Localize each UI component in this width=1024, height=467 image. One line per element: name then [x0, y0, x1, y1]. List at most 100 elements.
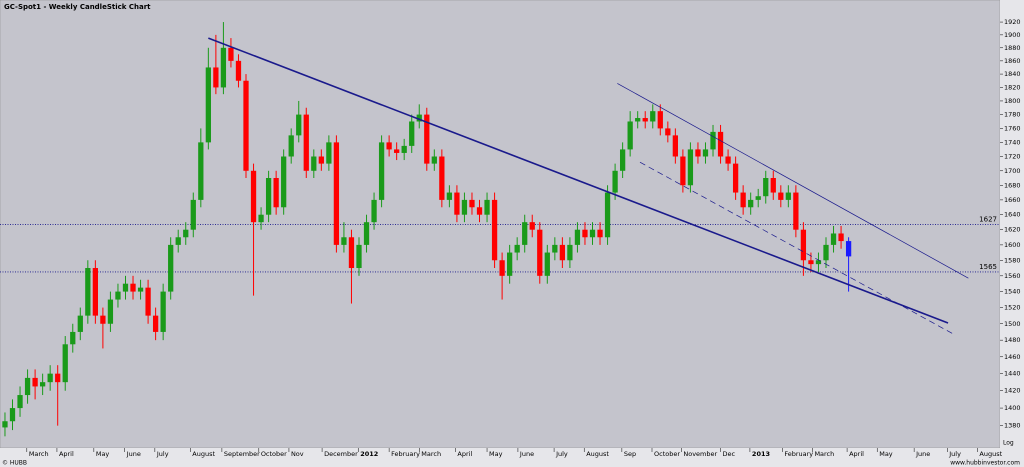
candle-body: [431, 156, 437, 164]
candle-body: [77, 315, 83, 332]
candle-body: [32, 377, 38, 387]
candle-body: [318, 156, 324, 164]
candle-body: [386, 142, 392, 150]
candle-body: [303, 114, 309, 171]
x-tick-label: June: [519, 450, 534, 458]
candle-body: [47, 373, 53, 383]
x-tick-label: July: [555, 450, 568, 458]
x-tick-label: December: [324, 450, 358, 458]
candle-body: [424, 114, 430, 164]
x-tick-label: August: [586, 450, 609, 458]
x-tick-label: February: [391, 450, 420, 458]
candle-body: [469, 199, 475, 208]
candle-body: [454, 192, 460, 215]
candle-body: [281, 156, 287, 208]
candle-body: [371, 199, 377, 223]
candle-body: [597, 229, 603, 238]
x-tick-label: July: [948, 450, 961, 458]
candle-body: [845, 241, 852, 257]
y-tick-label: 1740: [1004, 138, 1021, 146]
y-tick-label: 1880: [1004, 44, 1021, 52]
x-tick-label: Dec: [723, 450, 736, 458]
axis-panel: [0, 448, 1000, 467]
candle-body: [130, 283, 136, 292]
y-tick-label: 1380: [1004, 422, 1021, 430]
y-tick-label: 1920: [1004, 18, 1021, 26]
candle-body: [559, 244, 566, 261]
candle-body: [800, 229, 807, 261]
candle-body: [439, 156, 445, 200]
y-tick-label: 1860: [1004, 57, 1021, 65]
y-tick-label: 1600: [1004, 241, 1021, 249]
x-tick-label: April: [59, 450, 74, 458]
candle-body: [748, 199, 754, 208]
candle-body: [823, 244, 829, 261]
candle-body: [401, 145, 407, 153]
y-tick-label: 1700: [1004, 167, 1021, 175]
x-tick-label: March: [421, 450, 441, 458]
y-tick-label: 1560: [1004, 272, 1021, 280]
level-label: 1627: [979, 215, 997, 223]
y-tick-label: 1540: [1004, 288, 1021, 296]
candle-body: [830, 233, 837, 245]
candle-body: [378, 142, 385, 200]
candle-body: [55, 373, 61, 383]
x-tick-label: September: [224, 450, 260, 458]
candle-body: [100, 315, 106, 324]
candle-body: [107, 299, 114, 324]
candle-body: [507, 252, 513, 276]
candle-body: [499, 260, 505, 276]
candle-body: [582, 229, 588, 238]
y-tick-label: 1420: [1004, 387, 1021, 395]
candle-body: [168, 244, 174, 292]
candle-body: [175, 237, 181, 245]
y-tick-label: 1400: [1004, 404, 1021, 412]
x-tick-label: April: [457, 450, 472, 458]
candle-body: [687, 149, 694, 186]
y-tick-label: 1480: [1004, 336, 1021, 344]
x-tick-label: November: [683, 450, 717, 458]
x-tick-label: August: [979, 450, 1002, 458]
candle-body: [446, 192, 453, 200]
candle-body: [778, 192, 784, 200]
candle-body: [409, 121, 415, 146]
y-tick-label: 1440: [1004, 370, 1021, 378]
y-tick-label: 1820: [1004, 83, 1021, 91]
candle-body: [461, 199, 468, 215]
x-tick-label: July: [156, 450, 169, 458]
x-tick-label: April: [849, 450, 864, 458]
candle-body: [665, 128, 671, 136]
candle-body: [220, 47, 227, 88]
candle-body: [763, 178, 769, 197]
candle-body: [650, 111, 656, 122]
candle-body: [589, 229, 596, 238]
candle-body: [85, 268, 91, 316]
candle-body: [514, 244, 520, 253]
candle-body: [476, 207, 483, 215]
candle-body: [288, 135, 294, 157]
x-tick-label: October: [654, 450, 680, 458]
candle-body: [522, 222, 528, 245]
candle-body: [710, 131, 716, 150]
y-tick-label: 1760: [1004, 124, 1021, 132]
candle-body: [228, 47, 234, 61]
candle-body: [363, 222, 370, 245]
candle-body: [296, 114, 302, 136]
candle-body: [250, 170, 257, 223]
candle-body: [235, 60, 242, 81]
candle-body: [529, 222, 535, 230]
y-tick-label: 1520: [1004, 304, 1021, 312]
x-tick-label: May: [879, 450, 893, 458]
candle-body: [604, 192, 611, 238]
candle-body: [770, 178, 776, 193]
candle-body: [755, 196, 761, 200]
x-tick-label: May: [96, 450, 110, 458]
candle-body: [183, 229, 189, 238]
candle-body: [619, 149, 626, 171]
candle-body: [740, 192, 746, 208]
y-tick-label: 1780: [1004, 111, 1021, 119]
candle-body: [243, 80, 249, 171]
candle-body: [205, 67, 211, 143]
candle-body: [717, 131, 724, 157]
candle-body: [333, 142, 340, 245]
